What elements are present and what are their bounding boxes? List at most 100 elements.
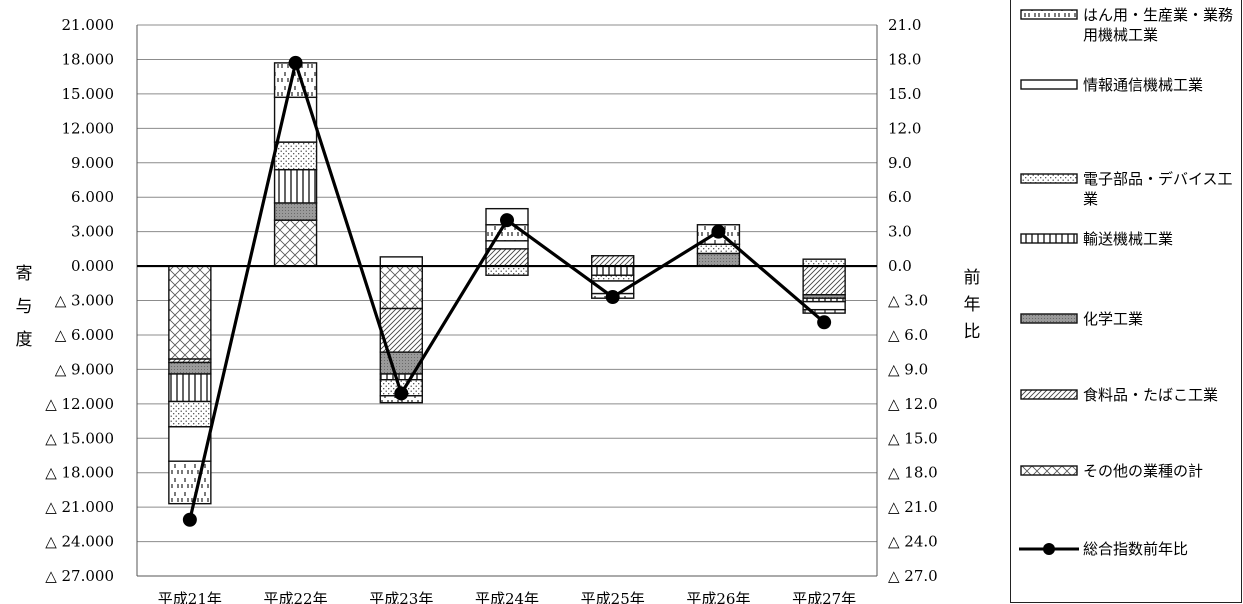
bar-segment bbox=[168, 265, 212, 360]
right-tick-label: 0.0 bbox=[888, 257, 912, 275]
legend-item: その他の業種の計 bbox=[1017, 461, 1233, 481]
legend-swatch bbox=[1020, 79, 1078, 90]
left-axis-title-char: 度 bbox=[16, 330, 33, 350]
legend: はん用・生産業・業務用機械工業情報通信機械工業電子部品・デバイス工業輸送機械工業… bbox=[1010, 0, 1242, 603]
bar-segment bbox=[591, 265, 635, 276]
legend-label: その他の業種の計 bbox=[1083, 462, 1204, 480]
right-tick-label: △ 15.0 bbox=[888, 429, 938, 447]
bar-segment bbox=[168, 460, 212, 505]
line-point bbox=[182, 512, 197, 527]
legend-box bbox=[1020, 233, 1078, 244]
category-label: 平成25年 bbox=[581, 590, 645, 604]
legend-swatch bbox=[1020, 233, 1078, 244]
legend-label: 情報通信機械工業 bbox=[1083, 76, 1204, 94]
right-axis-title-char: 年 bbox=[964, 295, 981, 315]
left-tick-label: △ 6.000 bbox=[55, 326, 114, 344]
category-label: 平成26年 bbox=[686, 590, 750, 604]
category-label: 平成21年 bbox=[158, 590, 222, 604]
bar-segment bbox=[168, 400, 212, 428]
legend-swatch bbox=[1020, 465, 1078, 476]
left-tick-label: 0.000 bbox=[71, 257, 114, 275]
legend-label: 輸送機械工業 bbox=[1083, 230, 1174, 248]
left-tick-label: △ 12.000 bbox=[45, 395, 114, 413]
legend-item: 輸送機械工業 bbox=[1017, 229, 1233, 249]
bar-segment bbox=[168, 373, 212, 403]
right-tick-label: △ 9.0 bbox=[888, 360, 928, 378]
legend-item: 情報通信機械工業 bbox=[1017, 75, 1233, 95]
legend-swatch bbox=[1020, 9, 1078, 20]
right-tick-label: △ 24.0 bbox=[888, 533, 938, 551]
legend-item: 電子部品・デバイス工業 bbox=[1017, 169, 1233, 209]
left-tick-label: △ 3.000 bbox=[55, 292, 114, 310]
right-tick-label: 15.0 bbox=[888, 85, 921, 103]
category-label: 平成23年 bbox=[369, 590, 433, 604]
bar-segment bbox=[379, 373, 423, 381]
legend-label: はん用・生産業・業務用機械工業 bbox=[1083, 6, 1234, 44]
legend-swatch bbox=[1020, 173, 1078, 184]
bar-segment bbox=[485, 265, 529, 276]
bar-segment bbox=[273, 202, 318, 221]
left-axis-title-char: 与 bbox=[16, 297, 33, 317]
left-tick-label: △ 9.000 bbox=[55, 360, 114, 378]
right-tick-label: △ 18.0 bbox=[888, 464, 938, 482]
bar-segment bbox=[802, 308, 846, 314]
legend-label: 食料品・たばこ工業 bbox=[1083, 386, 1219, 404]
right-tick-label: △ 6.0 bbox=[888, 326, 928, 344]
legend-item: 化学工業 bbox=[1017, 309, 1233, 329]
bar-segment bbox=[273, 168, 318, 204]
legend-item: 総合指数前年比 bbox=[1017, 539, 1233, 559]
category-label: 平成24年 bbox=[475, 590, 539, 604]
legend-item: 食料品・たばこ工業 bbox=[1017, 385, 1233, 405]
left-tick-label: 21.000 bbox=[62, 16, 115, 34]
left-tick-label: △ 15.000 bbox=[45, 429, 114, 447]
right-axis-title-char: 比 bbox=[964, 322, 981, 342]
line-point bbox=[394, 386, 409, 401]
legend-box bbox=[1020, 313, 1078, 324]
right-tick-label: △ 12.0 bbox=[888, 395, 938, 413]
legend-box bbox=[1020, 465, 1078, 476]
legend-swatch bbox=[1020, 313, 1078, 324]
category-label: 平成22年 bbox=[264, 590, 328, 604]
legend-label: 総合指数前年比 bbox=[1083, 540, 1189, 558]
left-tick-label: 6.000 bbox=[71, 188, 114, 206]
left-tick-label: △ 18.000 bbox=[45, 464, 114, 482]
right-tick-label: 6.0 bbox=[888, 188, 912, 206]
right-tick-label: △ 3.0 bbox=[888, 292, 928, 310]
left-tick-label: 12.000 bbox=[62, 119, 115, 137]
legend-label: 化学工業 bbox=[1083, 310, 1144, 328]
legend-box bbox=[1020, 389, 1078, 400]
bar-segment bbox=[591, 255, 635, 267]
right-tick-label: 18.0 bbox=[888, 50, 921, 68]
legend-swatch bbox=[1019, 543, 1079, 555]
left-tick-label: 15.000 bbox=[62, 85, 115, 103]
axes bbox=[136, 25, 878, 577]
bar-segment bbox=[379, 265, 423, 310]
bar-segment bbox=[168, 361, 212, 375]
left-tick-label: 18.000 bbox=[62, 50, 115, 68]
left-tick-label: △ 27.000 bbox=[45, 567, 114, 585]
left-tick-label: △ 21.000 bbox=[45, 498, 114, 516]
right-tick-label: 21.0 bbox=[888, 16, 921, 34]
right-tick-label: 9.0 bbox=[888, 154, 912, 172]
bar-segment bbox=[379, 256, 423, 267]
line-point bbox=[711, 224, 726, 239]
line-point bbox=[288, 55, 303, 70]
bar-segment bbox=[591, 274, 635, 282]
bar-segment bbox=[273, 141, 318, 171]
legend-box bbox=[1020, 173, 1078, 184]
bar-segment bbox=[802, 265, 846, 296]
left-tick-label: △ 24.000 bbox=[45, 533, 114, 551]
right-tick-label: △ 21.0 bbox=[888, 498, 938, 516]
legend-box bbox=[1020, 9, 1078, 20]
tick-labels: 21.000 21.0 18.000 18.0 15.000 15.0 12.000 12.0… bbox=[16, 16, 981, 604]
right-tick-label: 12.0 bbox=[888, 119, 921, 137]
right-tick-label: 3.0 bbox=[888, 223, 912, 241]
line-point bbox=[817, 315, 832, 330]
bar-segment bbox=[696, 252, 741, 267]
right-tick-label: △ 27.0 bbox=[888, 567, 938, 585]
line-point bbox=[500, 213, 514, 228]
left-tick-label: 3.000 bbox=[71, 223, 114, 241]
legend-item: はん用・生産業・業務用機械工業 bbox=[1017, 5, 1233, 45]
bars bbox=[168, 62, 846, 505]
legend-swatch bbox=[1020, 389, 1078, 400]
